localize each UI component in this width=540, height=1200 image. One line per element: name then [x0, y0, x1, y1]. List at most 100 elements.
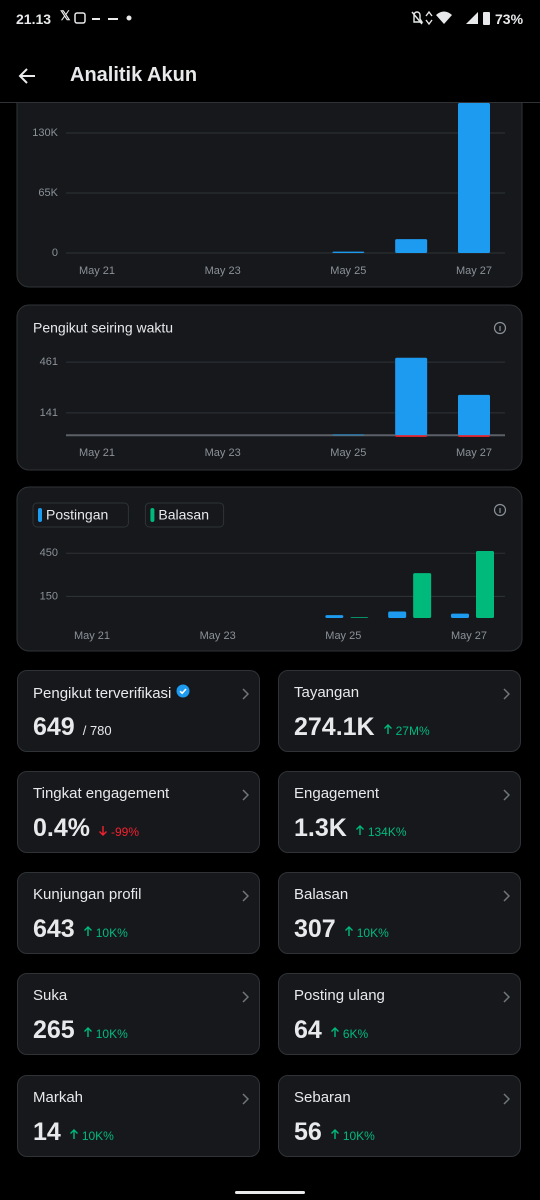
stat-value: 14	[33, 1118, 61, 1146]
x-tick-label: May 27	[451, 630, 487, 642]
chevron	[502, 990, 511, 1008]
app-icon	[108, 18, 118, 20]
chevron	[502, 1092, 511, 1110]
stat-value: 56	[294, 1118, 322, 1146]
stat-change-text: 10K%	[95, 1027, 128, 1041]
chevron	[241, 687, 250, 705]
stat-card[interactable]: Balasan 307 10K%	[278, 872, 521, 954]
chevron	[241, 1092, 250, 1110]
stat-label-text: Kunjungan profil	[33, 886, 142, 903]
bar	[458, 394, 490, 436]
bar	[476, 551, 494, 618]
x-tick-label: May 25	[330, 265, 366, 277]
info-icon[interactable]	[493, 321, 507, 335]
stat-value: 274.1K	[294, 713, 375, 741]
legend-item	[32, 502, 129, 528]
legend-item	[144, 502, 225, 528]
stat-label-text: Posting ulang	[294, 987, 385, 1004]
chevron	[502, 889, 511, 907]
battery-level: 73%	[495, 11, 524, 27]
wifi-icon	[436, 11, 452, 24]
info-icon[interactable]	[493, 503, 507, 517]
x-tick-label: May 21	[74, 630, 110, 642]
bar	[395, 239, 428, 253]
stat-card[interactable]: Kunjungan profil 643 10K%	[17, 872, 260, 954]
chart-title: Pengikut seiring waktu	[33, 320, 173, 336]
y-tick-label: 461	[40, 356, 58, 368]
stat-change-text: 10K%	[342, 1129, 375, 1143]
stat-change: 6K%	[330, 1027, 368, 1041]
chevron	[241, 889, 250, 907]
stat-change-text: 10K%	[81, 1129, 114, 1143]
stat-label: Engagement	[294, 785, 379, 802]
y-tick-label: 450	[40, 547, 58, 559]
clock: 21.13	[16, 11, 52, 27]
stat-change: -99%	[98, 825, 139, 839]
status-bar: 21.13 𝕏 73%	[0, 0, 540, 38]
bar	[458, 103, 490, 253]
charts: Pengikut seiring waktu 0 65K 130K May 21 May…	[16, 69, 523, 652]
legend-swatch	[38, 508, 42, 522]
app-icon	[92, 18, 100, 20]
stat-value: 64	[294, 1016, 322, 1044]
stat-change: 10K%	[69, 1129, 114, 1143]
stat-change: 10K%	[330, 1129, 375, 1143]
stat-label: Balasan	[294, 886, 348, 903]
stat-card[interactable]: Sebaran 56 10K%	[278, 1075, 521, 1157]
stat-card[interactable]: Pengikut terverifikasi 649 / 780	[17, 670, 260, 752]
legend-swatch	[150, 508, 155, 522]
stat-card[interactable]: Suka 265 10K%	[17, 973, 260, 1055]
stat-card[interactable]: Engagement 1.3K 134K%	[278, 771, 521, 853]
bar	[350, 617, 369, 618]
stat-change-text: 27M%	[395, 724, 430, 738]
home-indicator	[235, 1191, 305, 1194]
legend-label: Postingan	[46, 507, 108, 523]
stat-row: 64 6K%	[294, 1016, 368, 1045]
dot-icon	[126, 15, 132, 21]
stat-change: 27M%	[383, 724, 430, 738]
chevron	[241, 788, 250, 806]
stat-card[interactable]: Tingkat engagement 0.4% -99%	[17, 771, 260, 853]
stat-card[interactable]: Tayangan 274.1K 27M%	[278, 670, 521, 752]
stat-row: 643 10K%	[33, 915, 128, 944]
legend-label: Balasan	[158, 507, 209, 523]
x-tick-label: May 25	[330, 447, 366, 459]
x-tick-label: May 25	[325, 630, 361, 642]
signal-icon	[466, 12, 478, 24]
stat-label: Markah	[33, 1089, 83, 1106]
y-tick-label: 65K	[38, 187, 58, 199]
stat-row: 0.4% -99%	[33, 814, 139, 843]
y-tick-label: 150	[40, 590, 58, 602]
stat-value: 265	[33, 1016, 75, 1044]
stat-change-text: 10K%	[356, 926, 389, 940]
trend-arrow	[98, 825, 108, 839]
stat-label-text: Sebaran	[294, 1089, 351, 1106]
stat-value: 307	[294, 915, 336, 943]
stat-label: Posting ulang	[294, 987, 385, 1004]
stat-label: Kunjungan profil	[33, 886, 141, 903]
trend-arrow	[83, 1027, 93, 1041]
stat-row: 274.1K 27M%	[294, 713, 430, 742]
stat-card[interactable]: Posting ulang 64 6K%	[278, 973, 521, 1055]
back-button[interactable]	[16, 64, 40, 88]
stat-row: 1.3K 134K%	[294, 814, 407, 843]
trend-arrow	[83, 926, 93, 940]
stat-card[interactable]: Markah 14 10K%	[17, 1075, 260, 1157]
stat-label: Sebaran	[294, 1089, 351, 1106]
chevron	[502, 788, 511, 806]
stat-change: 10K%	[83, 1027, 128, 1041]
stat-value: 1.3K	[294, 814, 347, 842]
x-tick-label: May 21	[79, 447, 115, 459]
chevron	[241, 990, 250, 1008]
stat-change-text: 134K%	[367, 825, 407, 839]
bar	[413, 573, 432, 618]
stat-label-text: Pengikut terverifikasi	[33, 684, 172, 702]
stat-row: 307 10K%	[294, 915, 389, 944]
x-tick-label: May 23	[200, 630, 236, 642]
trend-arrow	[69, 1129, 79, 1143]
stat-label: Suka	[33, 987, 67, 1004]
stat-label-text: Tingkat engagement	[33, 785, 170, 802]
x-tick-label: May 23	[205, 447, 241, 459]
trend-arrow	[383, 724, 393, 738]
